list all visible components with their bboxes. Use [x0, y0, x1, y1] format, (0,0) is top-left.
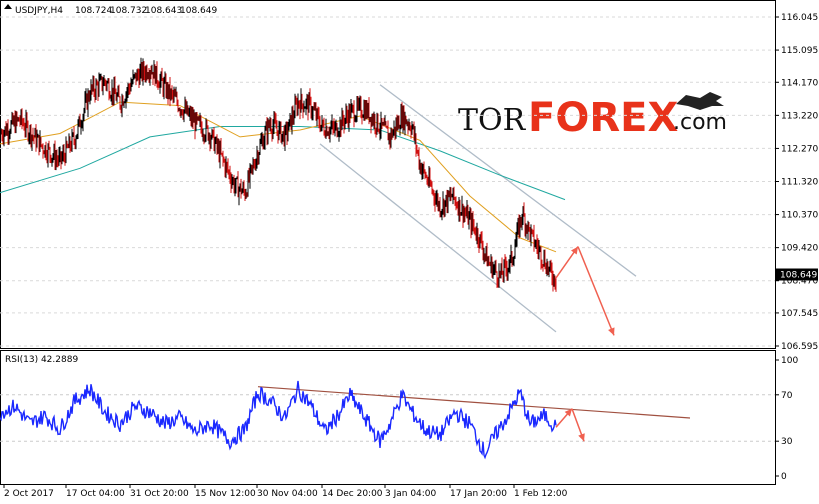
moving-averages [0, 101, 566, 253]
time-tick-label: 17 Oct 04:00 [66, 489, 125, 499]
triangle-icon [4, 4, 12, 9]
price-tick-label: 109.420 [781, 244, 818, 254]
logo-text-com: .com [673, 110, 727, 135]
price-tick-label: 107.545 [781, 309, 818, 319]
channel-upper-line [379, 84, 637, 277]
rsi-tick-label: 100 [781, 356, 798, 366]
logo-text-tor: TOR [458, 103, 527, 138]
price-tick-label: 116.045 [781, 13, 818, 23]
price-tick-label: 114.170 [781, 78, 818, 88]
price-panel-frame [0, 0, 776, 349]
price-tick-label: 108.470 [781, 277, 818, 287]
bull-bear-icon [676, 92, 724, 110]
rsi-series [0, 380, 691, 460]
slow-moving-average-line [0, 126, 566, 201]
time-tick-label: 2 Oct 2017 [4, 489, 54, 499]
high-value: 108.732 [110, 6, 147, 16]
last-price-value: 108.649 [780, 271, 817, 281]
rsi-tick-label: 70 [781, 391, 793, 401]
rsi-panel-frame [0, 350, 776, 485]
price-forecast-arrow-head [571, 246, 578, 255]
time-tick-label: 3 Jan 04:00 [385, 489, 437, 499]
price-channel [319, 84, 637, 333]
rsi-y-axis: 100 70 30 0 [775, 356, 798, 482]
torforex-logo: TOR FOREX .com [458, 92, 727, 141]
fast-moving-average-line [0, 101, 557, 253]
forecast-arrows [555, 246, 615, 336]
price-tick-label: 113.220 [781, 111, 818, 121]
rsi-trendline [257, 386, 691, 419]
rsi-forecast-arrow-head [578, 433, 585, 442]
rsi-tick-label: 0 [781, 472, 787, 482]
price-tick-label: 111.320 [781, 178, 818, 188]
candlesticks [0, 57, 557, 292]
price-tick-label: 115.095 [781, 46, 818, 56]
logo-text-forex: FOREX [528, 95, 678, 141]
time-tick-label: 15 Nov 12:00 [195, 489, 256, 499]
price-tick-label: 110.370 [781, 211, 818, 221]
rsi-forecast-arrow-head [564, 408, 572, 417]
price-header: USDJPY,H4 108.724 108.732 108.643 108.64… [4, 4, 217, 16]
low-value: 108.643 [145, 6, 182, 16]
last-price-box [776, 268, 818, 281]
close-value: 108.649 [180, 6, 217, 16]
time-tick-label: 14 Dec 20:00 [322, 489, 383, 499]
price-forecast-arrow-line [577, 246, 615, 336]
time-tick-label: 1 Feb 12:00 [514, 489, 568, 499]
time-tick-label: 30 Nov 04:00 [257, 489, 318, 499]
rsi-tick-label: 30 [781, 437, 793, 447]
price-forecast-arrow-head [608, 327, 615, 336]
price-tick-label: 112.270 [781, 144, 818, 154]
open-value: 108.724 [75, 6, 112, 16]
symbol-label: USDJPY,H4 [15, 6, 63, 16]
time-tick-label: 17 Jan 20:00 [450, 489, 507, 499]
price-tick-label: 106.595 [781, 342, 818, 352]
channel-lower-line [319, 143, 557, 333]
time-x-axis: 2 Oct 2017 17 Oct 04:00 31 Oct 20:00 15 Nov… [3, 484, 568, 499]
rsi-line [0, 380, 557, 460]
price-y-axis: 116.045 115.095 114.170 113.220 112.270 111.3… [775, 13, 818, 352]
time-tick-label: 31 Oct 20:00 [130, 489, 189, 499]
rsi-header: RSI(13) 42.2889 [5, 355, 78, 365]
last-price-tag: 108.649 [776, 268, 818, 281]
